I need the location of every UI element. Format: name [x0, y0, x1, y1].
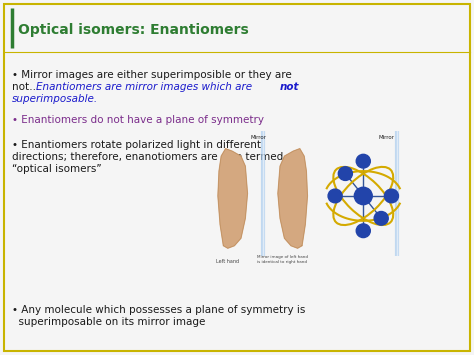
- Text: directions; therefore, enanotiomers are also termed: directions; therefore, enanotiomers are …: [12, 152, 283, 162]
- Text: Enantiomers are mirror images which are: Enantiomers are mirror images which are: [36, 82, 252, 92]
- Text: superimposable.: superimposable.: [12, 94, 98, 104]
- Text: Left hand: Left hand: [216, 259, 239, 264]
- Circle shape: [338, 167, 352, 180]
- Text: • Any molecule which possesses a plane of symmetry is: • Any molecule which possesses a plane o…: [12, 305, 305, 315]
- Text: • Mirror images are either superimposible or they are: • Mirror images are either superimposibl…: [12, 70, 292, 80]
- Text: Mirror image of left hand
is identical to right hand: Mirror image of left hand is identical t…: [257, 256, 308, 264]
- Circle shape: [355, 187, 372, 204]
- Circle shape: [384, 189, 399, 203]
- Text: Mirror: Mirror: [250, 135, 266, 140]
- Text: “optical isomers”: “optical isomers”: [12, 164, 101, 174]
- Text: not…: not…: [12, 82, 39, 92]
- Circle shape: [356, 154, 370, 168]
- Text: Optical isomers: Enantiomers: Optical isomers: Enantiomers: [18, 23, 249, 37]
- Circle shape: [356, 224, 370, 237]
- Polygon shape: [218, 149, 247, 248]
- Text: not: not: [280, 82, 300, 92]
- Text: • Enantiomers do not have a plane of symmetry: • Enantiomers do not have a plane of sym…: [12, 115, 264, 125]
- Text: • Enantiomers rotate polarized light in different: • Enantiomers rotate polarized light in …: [12, 140, 261, 150]
- Text: Mirror: Mirror: [378, 135, 394, 140]
- Polygon shape: [278, 149, 307, 248]
- Circle shape: [374, 212, 388, 225]
- Text: superimposable on its mirror image: superimposable on its mirror image: [12, 317, 205, 327]
- FancyBboxPatch shape: [4, 4, 470, 351]
- Circle shape: [328, 189, 342, 203]
